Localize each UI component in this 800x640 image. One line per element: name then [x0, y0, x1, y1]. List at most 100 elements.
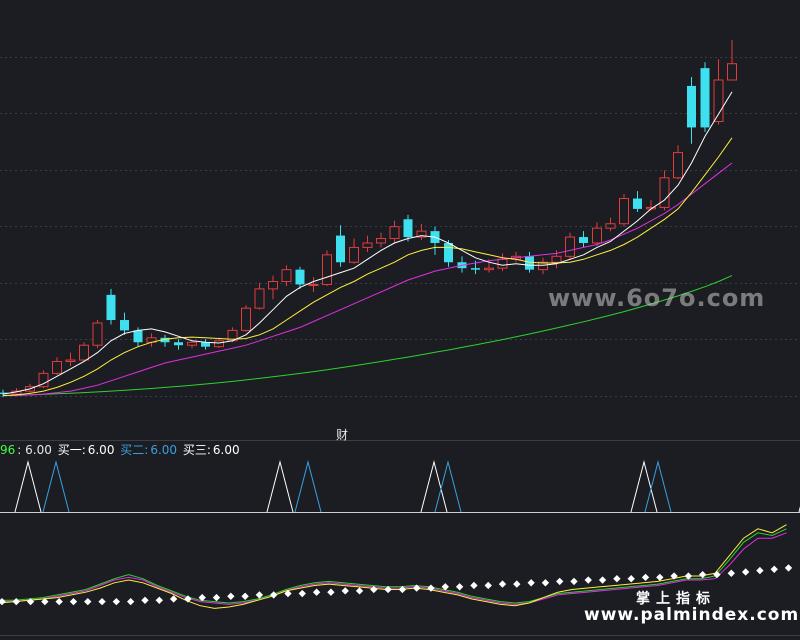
osc-dot-44	[627, 575, 635, 583]
header-label2: 买二:	[120, 443, 149, 457]
oscillator-lines	[0, 524, 787, 609]
osc-dot-48	[684, 572, 693, 580]
header-val1: 6.00	[87, 443, 115, 457]
candle-body-47	[633, 198, 642, 209]
candle-body-23	[308, 283, 319, 286]
osc-dot-45	[641, 573, 650, 582]
candle-body-18	[241, 307, 251, 331]
osc-line-0	[0, 528, 787, 604]
osc-dot-5	[69, 597, 78, 606]
osc-dot-13	[184, 595, 192, 603]
candle-body-51	[687, 85, 696, 128]
candle-body-33	[444, 242, 453, 263]
candle-body-6	[79, 344, 89, 361]
candle-body-24	[322, 254, 332, 285]
candle-body-49	[659, 177, 670, 208]
price-grid	[0, 57, 800, 397]
osc-dot-28	[398, 585, 407, 594]
candle-body-16	[214, 340, 224, 348]
osc-dot-55	[784, 564, 793, 572]
candle-body-13	[174, 342, 183, 346]
ma20-line	[3, 162, 733, 397]
candle-body-43	[579, 237, 588, 243]
candle-body-7	[92, 322, 103, 346]
signal-0-0	[14, 460, 42, 513]
osc-dot-2	[26, 597, 35, 606]
osc-dot-30	[427, 584, 435, 592]
ma5-line	[2, 91, 733, 395]
candle-body-28	[376, 238, 386, 244]
watermark-cn: 掌上指标	[636, 591, 716, 607]
candle-body-54	[727, 63, 737, 81]
candle-body-31	[416, 230, 427, 238]
osc-dot-18	[255, 591, 264, 599]
candle-body-40	[538, 261, 548, 271]
watermark-mid: www.6o7o.com	[548, 284, 766, 312]
osc-dot-19	[270, 591, 278, 599]
osc-dot-46	[656, 573, 664, 582]
candle-body-5	[65, 359, 76, 363]
osc-dot-35	[498, 580, 507, 588]
candle-body-27	[362, 242, 373, 248]
osc-dot-50	[713, 570, 721, 579]
osc-dot-23	[327, 588, 335, 596]
indicator-header: 96: 6.00 买一: 6.00 买二: 6.00 买三: 6.00	[0, 441, 242, 457]
candle-body-46	[619, 198, 629, 225]
candle-body-15	[201, 342, 210, 347]
osc-dot-12	[169, 595, 178, 603]
candle-body-21	[281, 269, 292, 283]
finance-marker: 财	[336, 428, 349, 442]
candle-body-41	[551, 255, 562, 263]
osc-dot-43	[613, 575, 621, 583]
candle-body-29	[389, 226, 400, 240]
osc-dot-36	[513, 580, 521, 588]
osc-dot-51	[727, 569, 735, 577]
header-val3: 6.00	[212, 443, 240, 457]
signal-0-1	[266, 460, 294, 513]
watermark-url: www.palmindex.com	[584, 605, 800, 625]
osc-dot-1	[12, 597, 20, 606]
candle-body-44	[592, 227, 602, 244]
signal-1-3	[644, 460, 672, 513]
candle-body-14	[187, 341, 197, 346]
header-val0: : 6.00	[17, 443, 52, 457]
oscillator-dots	[0, 564, 793, 606]
osc-dot-31	[441, 583, 449, 591]
candle-body-0	[0, 392, 8, 395]
osc-dot-9	[126, 597, 135, 606]
signal-triangles	[14, 460, 800, 513]
header-label3: 买三:	[182, 443, 211, 457]
candle-body-37	[497, 258, 508, 269]
osc-dot-26	[370, 585, 378, 594]
osc-dot-24	[341, 587, 349, 595]
osc-dot-37	[527, 579, 535, 587]
candle-body-52	[700, 68, 710, 128]
candle-body-4	[52, 361, 62, 374]
candle-body-36	[484, 267, 494, 271]
osc-dot-53	[756, 566, 764, 575]
candle-body-53	[713, 79, 724, 122]
candle-body-8	[106, 294, 116, 321]
candle-body-42	[565, 236, 575, 257]
candle-body-12	[160, 337, 170, 343]
osc-dot-0	[0, 597, 6, 606]
candle-body-39	[525, 256, 534, 270]
signal-1-0	[42, 460, 70, 513]
osc-dot-22	[312, 588, 321, 596]
osc-dot-25	[355, 587, 364, 595]
osc-dot-52	[741, 568, 750, 576]
header-val2: 6.00	[150, 443, 178, 457]
signal-1-1	[294, 460, 322, 513]
osc-dot-29	[412, 584, 421, 592]
candle-body-3	[38, 372, 49, 388]
osc-dot-27	[384, 585, 392, 594]
candle-body-35	[471, 268, 480, 270]
osc-line-2	[0, 524, 787, 609]
header-prefix: 96	[0, 443, 16, 457]
osc-dot-41	[584, 576, 592, 584]
signal-0-2	[420, 460, 448, 513]
osc-dot-4	[55, 597, 63, 606]
candle-body-20	[268, 281, 278, 290]
